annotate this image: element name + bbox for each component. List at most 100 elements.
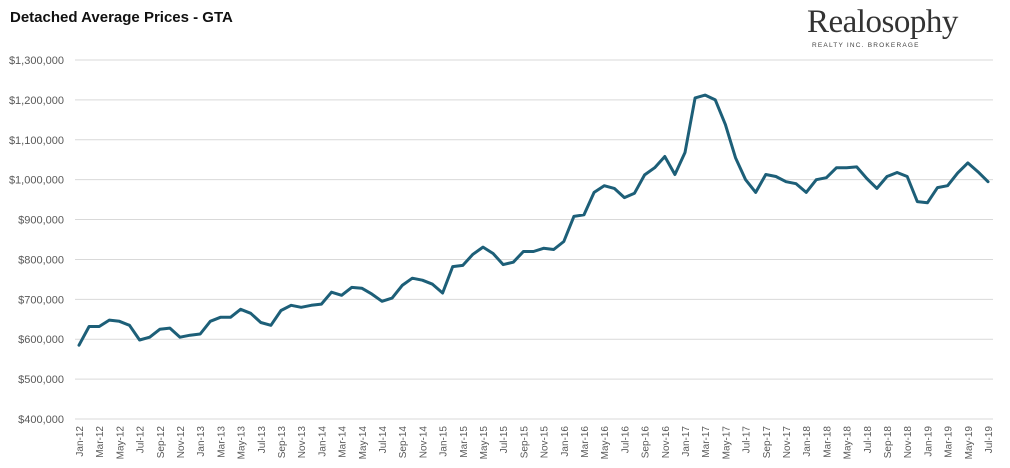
data-point [895, 171, 899, 174]
data-point [906, 175, 909, 178]
x-tick-label: Jul-19 [984, 426, 995, 454]
x-tick-label: May-14 [358, 426, 369, 460]
data-point [683, 151, 687, 154]
data-point [744, 178, 747, 181]
gridlines [75, 59, 993, 420]
data-point [87, 325, 91, 328]
x-tick-label: Jan-12 [75, 426, 86, 457]
x-tick-label: Jul-16 [620, 426, 631, 454]
x-tick-label: May-18 [843, 426, 854, 460]
data-point [613, 187, 616, 190]
x-tick-label: Sep-18 [883, 426, 894, 459]
x-tick-label: Jul-12 [136, 426, 147, 454]
x-tick-label: May-15 [479, 426, 490, 460]
data-point [380, 300, 384, 303]
data-point [370, 292, 374, 296]
y-tick-label: $1,100,000 [9, 135, 64, 147]
data-point [805, 191, 808, 194]
data-point [885, 175, 889, 178]
data-point [411, 277, 414, 280]
y-tick-label: $800,000 [18, 254, 64, 266]
x-tick-label: Jan-17 [681, 426, 692, 457]
data-point [249, 312, 252, 315]
data-point [976, 170, 980, 173]
data-point [875, 187, 879, 190]
data-point [764, 173, 767, 176]
realosophy-logo: Realosophy REALTY INC. BROKERAGE [807, 4, 987, 52]
x-tick-label: Sep-17 [762, 426, 773, 459]
y-tick-label: $1,000,000 [9, 175, 64, 187]
data-point [956, 171, 959, 175]
x-tick-label: Mar-19 [944, 426, 955, 458]
data-point [542, 247, 545, 250]
x-tick-label: Sep-15 [519, 426, 530, 459]
y-tick-label: $1,300,000 [9, 55, 64, 67]
x-tick-label: Jan-14 [317, 426, 328, 457]
x-tick-label: Jul-17 [742, 426, 753, 454]
data-point [512, 261, 515, 264]
data-point [199, 332, 202, 336]
data-point [209, 320, 212, 323]
data-point [77, 344, 81, 347]
data-point [279, 309, 283, 312]
data-point [794, 182, 798, 185]
data-point [259, 321, 262, 324]
data-point [582, 213, 586, 216]
x-tick-label: Jul-15 [499, 426, 510, 454]
data-point [663, 155, 666, 158]
data-point [562, 240, 565, 243]
x-tick-label: Mar-17 [701, 426, 712, 458]
data-point [845, 166, 848, 169]
data-point [815, 178, 818, 181]
x-tick-label: Jan-19 [923, 426, 934, 457]
y-tick-label: $900,000 [18, 215, 64, 227]
data-point [986, 180, 990, 183]
x-tick-label: May-12 [115, 426, 126, 460]
x-tick-label: Sep-12 [156, 426, 167, 459]
x-tick-label: Nov-17 [782, 426, 793, 459]
x-tick-label: Nov-16 [661, 426, 672, 459]
data-point [572, 215, 576, 218]
data-point [603, 184, 606, 187]
data-point [330, 291, 333, 294]
data-point [310, 304, 313, 307]
x-tick-label: May-13 [237, 426, 248, 460]
data-point [451, 265, 454, 268]
data-point [502, 263, 505, 266]
data-point [936, 186, 939, 189]
x-tick-label: Mar-16 [580, 426, 591, 458]
data-point [239, 308, 242, 311]
y-tick-label: $1,200,000 [9, 95, 64, 107]
data-point [623, 196, 626, 199]
data-point [714, 98, 717, 102]
data-point [401, 284, 404, 287]
data-point [865, 177, 868, 180]
x-tick-label: Jul-13 [257, 426, 268, 454]
data-point [754, 191, 757, 194]
y-tick-label: $500,000 [18, 374, 64, 386]
data-point [734, 156, 737, 159]
data-point [390, 296, 394, 300]
x-tick-label: Nov-13 [297, 426, 308, 459]
x-tick-label: Sep-13 [277, 426, 288, 459]
x-tick-label: Jan-18 [802, 426, 813, 457]
data-point [269, 324, 273, 327]
data-point [98, 325, 101, 328]
y-tick-label: $700,000 [18, 294, 64, 306]
x-tick-label: Nov-18 [903, 426, 914, 459]
x-tick-label: Mar-12 [95, 426, 106, 458]
x-tick-label: Mar-18 [822, 426, 833, 458]
x-tick-label: Mar-14 [338, 426, 349, 458]
data-point [340, 294, 343, 297]
data-point [946, 184, 949, 187]
data-point [350, 286, 353, 289]
data-point [552, 248, 555, 251]
data-point [633, 192, 636, 195]
data-point [653, 166, 656, 169]
data-point [138, 338, 141, 342]
x-axis-ticks: Jan-12 Mar-12 May-12 Jul-12 Sep-12 Nov-12 Jan-… [75, 426, 995, 460]
data-point [491, 252, 495, 255]
x-tick-label: Mar-15 [459, 426, 470, 458]
data-point [825, 176, 828, 179]
y-tick-label: $600,000 [18, 334, 64, 346]
